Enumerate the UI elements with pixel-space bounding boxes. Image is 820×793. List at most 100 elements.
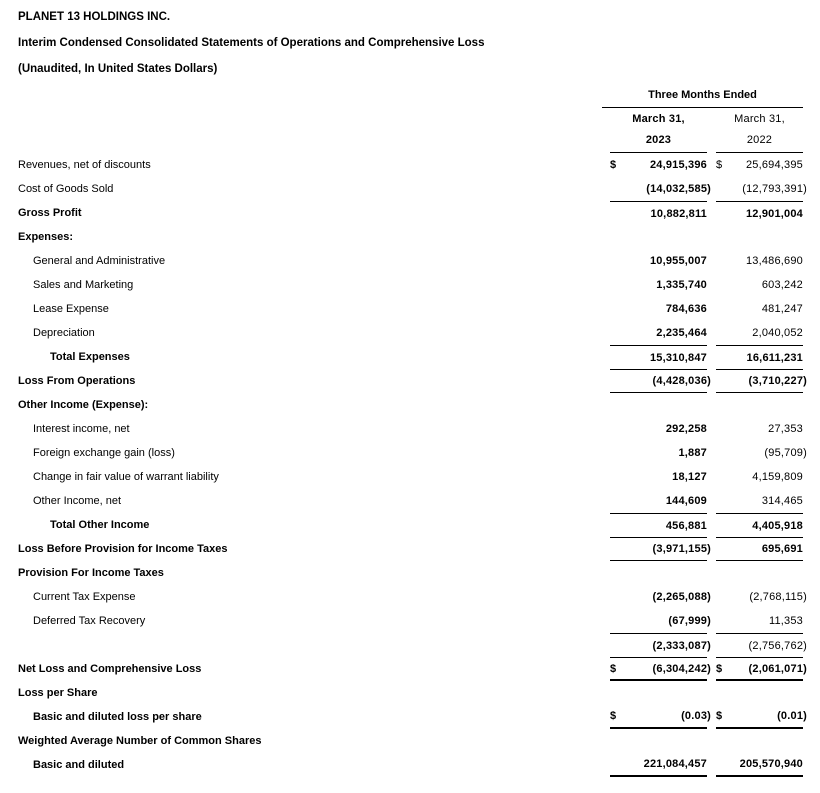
table-row: Expenses:	[18, 225, 803, 249]
value-cell-2023	[610, 393, 707, 417]
row-label	[18, 633, 610, 657]
value: (4,428,036)	[652, 375, 711, 387]
table-row: Weighted Average Number of Common Shares	[18, 729, 803, 753]
period-header-row: Three Months Ended	[18, 82, 803, 108]
value-cell-2023: 15,310,847	[610, 345, 707, 369]
value-cell-2022	[716, 225, 803, 249]
table-row: Other Income, net 144,609 314,465	[18, 489, 803, 513]
statement-subtitle: (Unaudited, In United States Dollars)	[18, 63, 218, 75]
value: (67,999)	[668, 615, 711, 627]
table-row: Total Expenses 15,310,847 16,611,231	[18, 345, 803, 369]
value: 2,235,464	[656, 327, 707, 339]
value-cell-2023: (4,428,036)	[610, 369, 711, 393]
value: 12,901,004	[745, 207, 803, 220]
value: 695,691	[761, 543, 803, 555]
row-label: Loss per Share	[18, 687, 98, 699]
dollar-sign: $	[610, 159, 617, 171]
value-cell-2022: (2,768,115)	[716, 585, 806, 609]
value: 10,955,007	[649, 255, 707, 267]
value: 144,609	[665, 495, 707, 507]
value: 15,310,847	[649, 351, 707, 364]
value-cell-2023: 292,258	[610, 417, 707, 441]
value-cell-2023: 144,609	[610, 489, 707, 513]
value: (2,265,088)	[652, 591, 711, 603]
value: 11,353	[768, 615, 803, 627]
column-header-row: March 31, 2023 March 31, 2022	[18, 108, 803, 153]
row-label: Other Income (Expense):	[18, 399, 149, 411]
table-row: Loss From Operations (4,428,036) (3,710,22…	[18, 369, 807, 393]
value-cell-2022: 205,570,940	[716, 753, 803, 777]
table-row: Loss Before Provision for Income Taxes (3…	[18, 537, 803, 561]
value: 25,694,395	[745, 159, 803, 171]
value-cell-2023: 221,084,457	[610, 753, 707, 777]
value-cell-2023: $24,915,396	[610, 153, 707, 177]
value-cell-2022: $ (0.01)	[716, 705, 807, 729]
value-cell-2022: 27,353	[716, 417, 803, 441]
dollar-sign: $	[610, 662, 617, 675]
value-cell-2023: 10,882,811	[610, 201, 707, 225]
column-header-2023: March 31, 2023	[610, 108, 707, 153]
table-row: Gross Profit 10,882,811 12,901,004	[18, 201, 803, 225]
value-cell-2022: 2,040,052	[716, 321, 803, 345]
dollar-sign: $	[716, 159, 723, 171]
table-row: Net Loss and Comprehensive Loss $ (6,304,2…	[18, 657, 807, 681]
value-cell-2023	[610, 561, 707, 585]
value-cell-2023	[610, 729, 707, 753]
value: 205,570,940	[739, 758, 803, 770]
value-cell-2023: $ (6,304,242)	[610, 657, 711, 681]
statement-title: Interim Condensed Consolidated Statement…	[18, 37, 485, 49]
value-cell-2022: 16,611,231	[716, 345, 803, 369]
value-cell-2022	[716, 681, 803, 705]
value-cell-2022: 314,465	[716, 489, 803, 513]
row-label: Sales and Marketing	[33, 279, 134, 291]
column-header-date: March 31,	[734, 113, 785, 125]
value-cell-2022: 12,901,004	[716, 201, 803, 225]
spacer-cell	[18, 82, 602, 108]
value-cell-2022	[716, 561, 803, 585]
dollar-sign: $	[716, 662, 723, 675]
value-cell-2022: 4,159,809	[716, 465, 803, 489]
value: 314,465	[761, 495, 803, 507]
row-label: Change in fair value of warrant liabilit…	[33, 471, 219, 483]
value-cell-2023: 2,235,464	[610, 321, 707, 345]
value-cell-2023: 10,955,007	[610, 249, 707, 273]
value: (12,793,391)	[742, 183, 807, 195]
row-label: Gross Profit	[18, 207, 82, 219]
value-cell-2023	[610, 225, 707, 249]
value: 18,127	[672, 471, 707, 483]
table-row: General and Administrative 10,955,007 13,4…	[18, 249, 803, 273]
value: (3,710,227)	[748, 375, 807, 387]
row-label: Expenses:	[18, 231, 74, 243]
value-cell-2023: 18,127	[610, 465, 707, 489]
value-cell-2023	[610, 681, 707, 705]
row-label: Interest income, net	[33, 423, 130, 435]
value: 4,405,918	[752, 519, 803, 532]
document-header: PLANET 13 HOLDINGS INC. Interim Condense…	[18, 4, 803, 82]
row-label: Loss Before Provision for Income Taxes	[18, 543, 228, 555]
value-cell-2022: (2,756,762)	[716, 633, 807, 657]
value: (6,304,242)	[652, 662, 711, 675]
value-cell-2023: (3,971,155)	[610, 537, 711, 561]
table-row: Depreciation 2,235,464 2,040,052	[18, 321, 803, 345]
column-header-year: 2023	[645, 134, 672, 146]
value: 456,881	[665, 519, 707, 532]
table-row: Change in fair value of warrant liabilit…	[18, 465, 803, 489]
row-label: Revenues, net of discounts	[18, 159, 151, 171]
value: (2,333,087)	[652, 639, 711, 652]
value: 292,258	[665, 423, 707, 435]
row-label: Depreciation	[33, 327, 95, 339]
row-label: Total Expenses	[50, 351, 130, 363]
value: 784,636	[665, 303, 707, 315]
row-label: Cost of Goods Sold	[18, 183, 114, 195]
value: (0.01)	[777, 710, 807, 722]
value-cell-2023: (2,333,087)	[610, 633, 711, 657]
value: (2,768,115)	[749, 591, 807, 603]
value: 1,335,740	[656, 279, 707, 291]
table-row: Basic and diluted loss per share $ (0.03) $…	[18, 705, 807, 729]
table-row: Sales and Marketing 1,335,740 603,242	[18, 273, 803, 297]
row-label: General and Administrative	[33, 255, 166, 267]
value-cell-2022	[716, 393, 803, 417]
value-cell-2023: 1,887	[610, 441, 707, 465]
value: 24,915,396	[649, 159, 707, 171]
value: (14,032,585)	[646, 183, 711, 195]
